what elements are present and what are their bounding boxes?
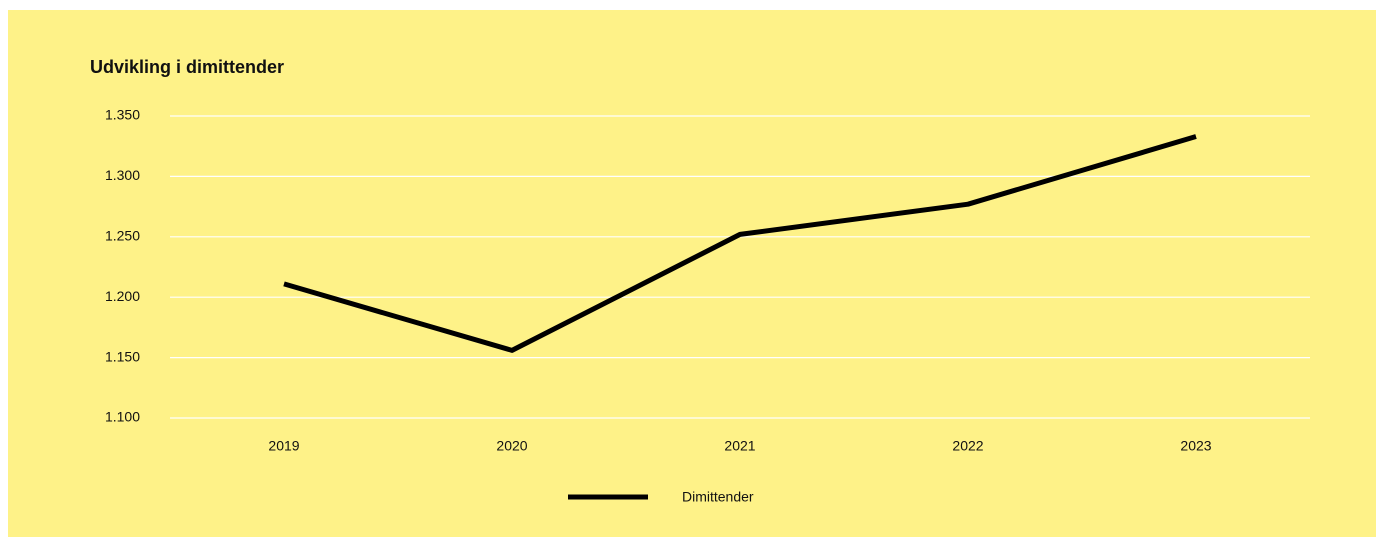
- x-tick-label: 2023: [1180, 438, 1211, 454]
- y-tick-label: 1.200: [105, 288, 140, 304]
- y-tick-label: 1.100: [105, 409, 140, 425]
- chart-title: Udvikling i dimittender: [90, 57, 284, 77]
- y-tick-label: 1.300: [105, 167, 140, 183]
- y-tick-label: 1.150: [105, 348, 140, 364]
- y-tick-label: 1.350: [105, 107, 140, 123]
- chart-background: [8, 10, 1376, 537]
- y-tick-label: 1.250: [105, 228, 140, 244]
- x-tick-label: 2022: [952, 438, 983, 454]
- x-tick-label: 2020: [496, 438, 527, 454]
- data-line: [283, 134, 1197, 353]
- x-tick-label: 2021: [724, 438, 755, 454]
- x-tick-label: 2019: [268, 438, 299, 454]
- legend-label: Dimittender: [682, 489, 754, 505]
